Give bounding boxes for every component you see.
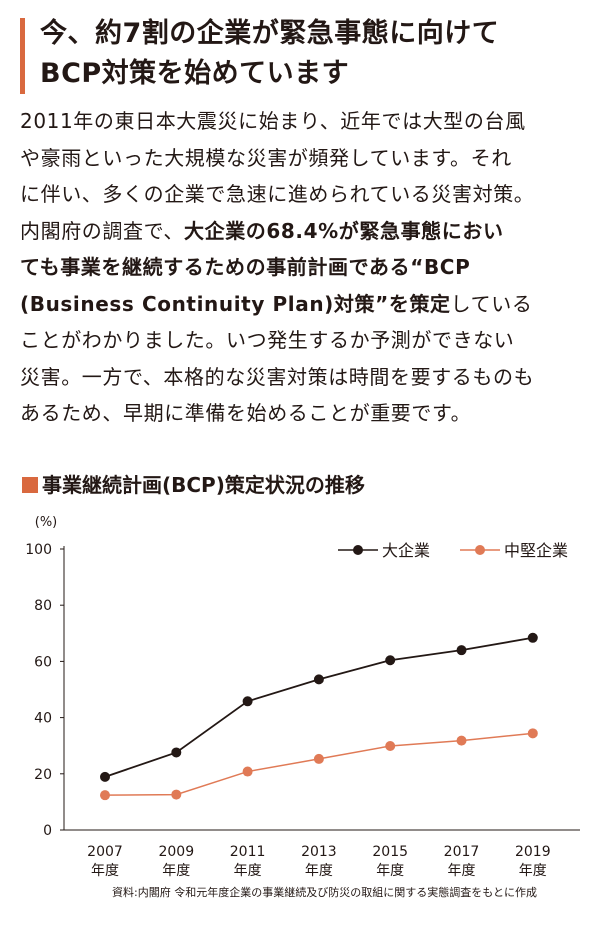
x-tick-label: 2007 <box>87 844 123 860</box>
y-tick-label: 0 <box>43 823 52 839</box>
y-tick-label: 80 <box>34 598 52 614</box>
body-line-5: ても事業を継続するための事前計画である“BCP <box>20 249 590 286</box>
body-line-6: (Business Continuity Plan)対策”を策定している <box>20 286 590 323</box>
y-tick-label: 20 <box>34 767 52 783</box>
series-2-point <box>171 789 182 800</box>
legend-marker-2 <box>475 545 485 555</box>
series-1-point <box>456 645 467 656</box>
x-tick-label: 2011 <box>230 844 266 860</box>
y-tick-label: 40 <box>34 711 52 727</box>
square-marker-icon <box>22 477 38 493</box>
series-2-point <box>527 728 538 739</box>
x-tick-suffix: 年度 <box>91 863 119 879</box>
body-line-8: 災害。一方で、本格的な災害対策は時間を要するものも <box>20 364 535 389</box>
x-tick-label: 2013 <box>301 844 337 860</box>
chart-title: 事業継続計画(BCP)策定状況の推移 <box>22 472 365 498</box>
series-2-point <box>100 790 110 801</box>
section-heading: 今、約7割の企業が緊急事態に向けて BCP対策を始めています <box>20 18 590 94</box>
x-tick-label: 2017 <box>444 844 480 860</box>
y-tick-label: 60 <box>34 654 52 670</box>
series-2-point <box>385 740 396 751</box>
body-line-4: 内閣府の調査で、大企業の68.4%が緊急事態におい <box>20 213 590 250</box>
series-line-2 <box>104 732 533 796</box>
x-tick-label: 2015 <box>372 844 408 860</box>
x-tick-suffix: 年度 <box>234 863 262 879</box>
x-tick-suffix: 年度 <box>305 863 333 879</box>
series-1-point <box>100 771 110 782</box>
body-line-3: に伴い、多くの企業で急速に進められている災害対策。 <box>20 182 535 206</box>
x-tick-suffix: 年度 <box>376 863 404 879</box>
legend-marker-1 <box>353 545 363 555</box>
body-paragraph: 2011年の東日本大震災に始まり、近年では大型の台風 や豪雨といった大規模な災害… <box>20 103 590 432</box>
x-tick-suffix: 年度 <box>519 863 547 879</box>
body-line-6-normal: している <box>450 291 533 316</box>
body-line-4-bold: 大企業の68.4%が緊急事態におい <box>184 218 504 243</box>
body-line-4-normal: 内閣府の調査で、 <box>20 218 184 243</box>
heading-accent-bar <box>20 18 25 94</box>
series-1-point <box>313 674 324 685</box>
x-tick-label: 2009 <box>158 844 194 860</box>
series-1-point <box>527 632 538 643</box>
body-line-2: や豪雨といった大規模な災害が頻発しています。それ <box>20 145 512 170</box>
heading-line-2: BCP対策を始めています <box>40 58 350 89</box>
y-tick-label: 100 <box>25 542 52 558</box>
body-line-1: 2011年の東日本大震災に始まり、近年では大型の台風 <box>20 109 526 133</box>
line-chart: (%) 0 20 40 60 80 100 2007 年度 2009 年度 2011 年度 2013 年度 2… <box>25 515 580 879</box>
heading-text: 今、約7割の企業が緊急事態に向けて BCP対策を始めています <box>40 14 499 94</box>
body-line-7: ことがわかりました。いつ発生するか予測ができない <box>20 328 515 352</box>
series-2-point <box>242 766 253 777</box>
x-tick-suffix: 年度 <box>162 863 190 879</box>
source-note: 資料:内閣府 令和元年度企業の事業継続及び防災の取組に関する実態調査をもとに作成 <box>112 886 537 899</box>
x-tick-label: 2019 <box>515 844 551 860</box>
legend-label-2: 中堅企業 <box>504 541 568 560</box>
chart-title-text: 事業継続計画(BCP)策定状況の推移 <box>42 473 365 497</box>
series-1-point <box>385 655 396 666</box>
x-tick-suffix: 年度 <box>448 863 476 879</box>
series-1-point <box>171 747 182 758</box>
legend-label-1: 大企業 <box>382 541 430 560</box>
y-unit-label: (%) <box>35 515 58 530</box>
body-line-9: あるため、早期に準備を始めることが重要です。 <box>20 401 472 425</box>
body-line-5-bold: ても事業を継続するための事前計画である“BCP <box>20 255 471 279</box>
body-line-6-bold: (Business Continuity Plan)対策”を策定 <box>20 291 451 316</box>
heading-line-1: 今、約7割の企業が緊急事態に向けて <box>40 18 500 49</box>
series-2-point <box>313 753 324 764</box>
series-2-point <box>456 735 467 746</box>
series-1-point <box>242 696 253 707</box>
